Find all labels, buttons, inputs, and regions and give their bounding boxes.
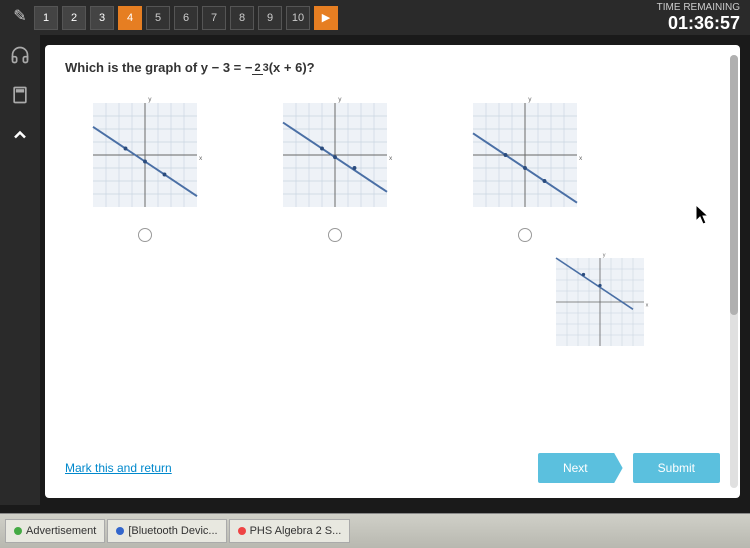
nav-play[interactable]: ▶ [314,6,338,30]
nav-1[interactable]: 1 [34,6,58,30]
nav-6[interactable]: 6 [174,6,198,30]
graphs-row-2: yx [65,247,720,357]
svg-text:y: y [148,96,152,103]
dot-icon [14,527,22,535]
option-2: yx [255,90,415,242]
svg-text:x: x [579,155,583,162]
option-4: yx [520,247,680,357]
nav-7[interactable]: 7 [202,6,226,30]
taskbar: Advertisement [Bluetooth Devic... PHS Al… [0,513,750,548]
svg-text:y: y [528,96,532,103]
next-button[interactable]: Next [538,453,623,483]
nav-5[interactable]: 5 [146,6,170,30]
bluetooth-icon [116,527,124,535]
scroll-thumb[interactable] [730,55,738,315]
graph-1: yx [65,90,225,220]
task-advertisement[interactable]: Advertisement [5,519,105,543]
radio-3[interactable] [518,228,532,242]
radio-1[interactable] [138,228,152,242]
content-area: Which is the graph of y − 3 = −23(x + 6)… [45,45,740,498]
nav-3[interactable]: 3 [90,6,114,30]
nav-9[interactable]: 9 [258,6,282,30]
option-3: yx [445,90,605,242]
svg-text:x: x [389,155,393,162]
nav-8[interactable]: 8 [230,6,254,30]
mark-return-link[interactable]: Mark this and return [65,461,172,475]
calculator-icon[interactable] [10,85,30,105]
up-arrow-icon[interactable] [10,125,30,145]
top-bar: ✎ 1 2 3 4 5 6 7 8 9 10 ▶ TIME REMAINING … [0,0,750,35]
svg-text:y: y [603,252,606,258]
scrollbar[interactable] [730,55,738,488]
question-text: Which is the graph of y − 3 = −23(x + 6)… [65,60,720,75]
task-bluetooth[interactable]: [Bluetooth Devic... [107,519,226,543]
option-1: yx [65,90,225,242]
graph-3: yx [445,90,605,220]
submit-button[interactable]: Submit [633,453,720,483]
nav-10[interactable]: 10 [286,6,310,30]
nav-4[interactable]: 4 [118,6,142,30]
svg-text:x: x [646,302,649,308]
time-label: TIME REMAINING [657,2,740,13]
time-value: 01:36:57 [657,13,740,34]
graph-4: yx [520,247,680,357]
time-remaining: TIME REMAINING 01:36:57 [657,2,740,34]
cursor-icon [696,205,710,225]
headphones-icon[interactable] [10,45,30,65]
graph-2: yx [255,90,415,220]
sidebar [0,35,40,505]
graphs-row-1: yx yx [65,90,720,242]
svg-text:x: x [199,155,203,162]
footer-row: Mark this and return Next Submit [65,453,720,483]
action-buttons: Next Submit [538,453,720,483]
pencil-icon[interactable]: ✎ [10,6,30,26]
radio-2[interactable] [328,228,342,242]
nav-buttons: ✎ 1 2 3 4 5 6 7 8 9 10 ▶ [10,6,338,30]
svg-text:y: y [338,96,342,103]
nav-2[interactable]: 2 [62,6,86,30]
task-algebra[interactable]: PHS Algebra 2 S... [229,519,351,543]
chrome-icon [238,527,246,535]
